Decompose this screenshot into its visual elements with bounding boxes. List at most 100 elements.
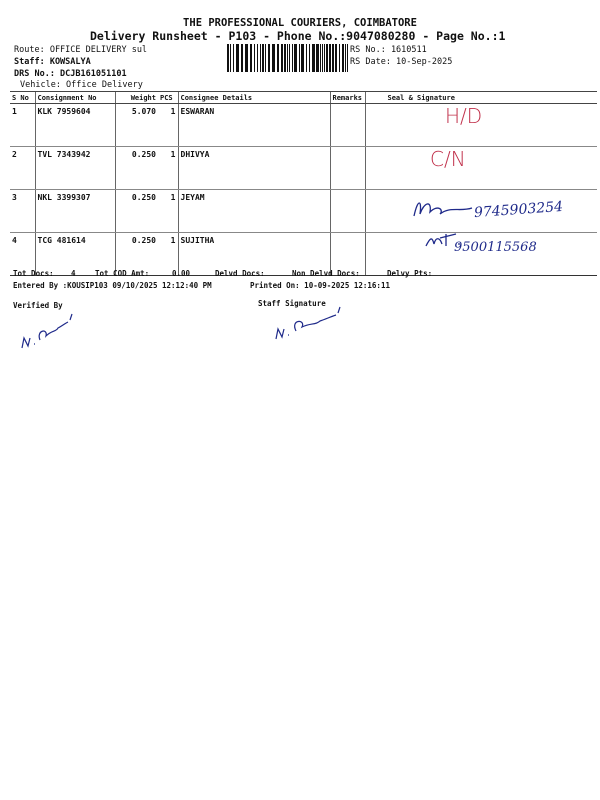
seal-row-2: C/N [430,147,466,171]
barcode-bar [322,44,323,72]
barcode-bar [236,44,239,72]
barcode-bar [347,44,348,72]
cell-weight: 0.250 [114,189,158,233]
staff-signature [275,306,341,340]
drs-number: DRS No.: DCJB161051101 [14,69,127,79]
staff: Staff: KOWSALYA [14,57,91,67]
cell-consignment: TVL 7343942 [34,146,115,190]
table-row: 4 TCG 481614 0.250 1 SUJITHA [10,232,597,276]
signature-row-4 [425,233,460,247]
rs-date: RS Date: 10-Sep-2025 [350,57,453,67]
cell-seal [364,232,597,276]
runsheet-title: Delivery Runsheet - P103 - Phone No.:904… [90,29,506,43]
barcode-bar [250,44,252,72]
barcode-bar [272,44,275,72]
barcode-bar [241,44,243,72]
table-row: 2 TVL 7343942 0.250 1 DHIVYA [10,146,597,190]
barcode-bar [312,44,315,72]
col-consignee: Consignee Details [177,91,330,104]
barcode-bar [265,44,266,72]
staff-signature-label: Staff Signature [258,299,326,308]
barcode-bar [320,44,321,72]
barcode-bar [230,44,231,72]
cell-seal [364,103,597,147]
cell-consignment: NKL 3399307 [34,189,115,233]
cell-remarks [329,146,365,190]
col-consignment: Consignment No [34,91,115,104]
barcode-bar [294,44,297,72]
barcode-bar [233,44,234,72]
cell-consignment: KLK 7959604 [34,103,115,147]
barcode-bar [268,44,270,72]
cell-remarks [329,189,365,233]
col-remarks: Remarks [329,91,365,104]
cell-pcs: 1 [158,146,178,190]
tot-cod: 0.00 [172,269,191,278]
barcode-bar [326,44,328,72]
cell-consignment: TCG 481614 [34,232,115,276]
cell-pcs: 1 [158,103,178,147]
barcode-bar [332,44,334,72]
verified-signature [21,313,73,349]
barcode-bar [257,44,258,72]
barcode-bar [342,44,344,72]
col-sno: S No [10,91,35,104]
verified-by-label: Verified By [13,301,63,310]
barcode-bar [284,44,286,72]
barcode-bar [335,44,337,72]
col-weight: Weight [114,91,158,104]
company-name: THE PROFESSIONAL COURIERS, COIMBATORE [183,17,417,29]
cell-remarks [329,232,365,276]
non-delvd-docs: Non Delvd Docs: [292,269,360,278]
table-row: 1 KLK 7959604 5.070 1 ESWARAN [10,103,597,147]
cell-sno: 3 [10,189,35,233]
cell-seal [364,146,597,190]
barcode-bar [245,44,248,72]
route: Route: OFFICE DELIVERY sul [14,45,148,55]
cell-weight: 5.070 [114,103,158,147]
barcode-bar [309,44,310,72]
barcode-bar [329,44,331,72]
cell-sno: 1 [10,103,35,147]
barcode-bar [289,44,290,72]
phone-row-4: 9500115568 [454,240,537,255]
cell-weight: 0.250 [114,146,158,190]
barcode-bar [306,44,307,72]
table-row: 3 NKL 3399307 0.250 1 JEYAM [10,189,597,233]
barcode-bar [345,44,346,72]
vehicle: Vehicle: Office Delivery [20,80,143,90]
barcode-bar [316,44,319,72]
barcode-bar [301,44,304,72]
cell-remarks [329,103,365,147]
cell-pcs: 1 [158,232,178,276]
delvy-pts: Delvy Pts: [387,269,433,278]
tot-cod-label: Tot COD Amt: [95,269,150,278]
cell-weight: 0.250 [114,232,158,276]
runsheet-table: S No Consignment No Weight PCS Consignee… [10,91,597,276]
barcode-bar [260,44,261,72]
printed-on: Printed On: 10-09-2025 12:16:11 [250,281,390,290]
rs-number: RS No.: 1610511 [350,45,427,55]
barcode-bar [262,44,264,72]
signature-row-3 [413,202,473,217]
cell-seal [364,189,597,233]
col-seal: Seal & Signature [364,91,597,104]
delvd-docs: Delvd Docs: [215,269,265,278]
cell-consignee: JEYAM [177,189,330,233]
barcode-bar [254,44,255,72]
barcode [227,44,348,72]
barcode-bar [292,44,293,72]
barcode-bar [299,44,300,72]
col-pcs: PCS [158,91,178,104]
cell-consignee: ESWARAN [177,103,330,147]
cell-pcs: 1 [158,189,178,233]
cell-consignee: DHIVYA [177,146,330,190]
barcode-bar [227,44,229,72]
barcode-bar [339,44,340,72]
barcode-bar [281,44,283,72]
cell-consignee: SUJITHA [177,232,330,276]
cell-sno: 2 [10,146,35,190]
tot-docs: 4 [71,269,76,278]
seal-row-1: H/D [445,104,483,128]
barcode-bar [287,44,288,72]
